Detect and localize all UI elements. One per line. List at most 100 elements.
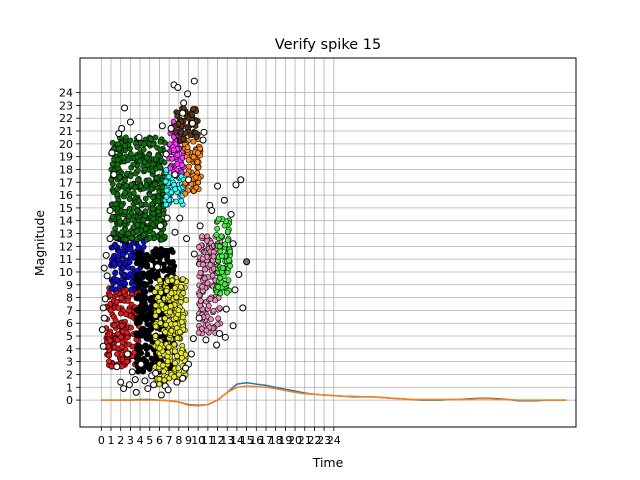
cluster-point <box>152 181 158 188</box>
cluster-point <box>180 290 187 297</box>
cluster-point <box>147 297 154 304</box>
cluster-point <box>126 307 133 314</box>
cluster-point <box>152 323 159 330</box>
cluster-point <box>190 154 197 160</box>
highlight-point <box>243 258 251 266</box>
y-tick-label: 5 <box>66 330 73 343</box>
cluster-points <box>103 105 234 388</box>
cluster-point <box>174 353 180 359</box>
cluster-point <box>160 362 166 369</box>
cluster-point <box>188 111 195 118</box>
cluster-point <box>116 174 123 181</box>
cluster-point <box>114 351 120 358</box>
cluster-point <box>156 381 163 388</box>
cluster-point <box>112 270 118 277</box>
cluster-point <box>155 308 162 315</box>
cluster-point <box>226 257 233 264</box>
cluster-point <box>127 137 134 144</box>
cluster-point <box>143 358 150 365</box>
x-tick-label: 23 <box>317 434 331 447</box>
outlier-point <box>231 286 239 294</box>
outlier-point <box>173 378 181 386</box>
cluster-point <box>178 319 185 325</box>
x-tick-label: 9 <box>185 434 192 447</box>
cluster-point <box>184 144 191 151</box>
cluster-point <box>151 289 158 295</box>
y-tick-label: 13 <box>59 228 73 241</box>
chart-title: Verify spike 15 <box>275 37 381 53</box>
cluster-point <box>122 280 129 287</box>
cluster-point <box>210 307 217 314</box>
outlier-point <box>176 214 184 222</box>
cluster-point <box>154 339 161 346</box>
cluster-point <box>124 334 131 341</box>
outlier-point <box>131 376 139 384</box>
outlier-point <box>102 251 110 259</box>
cluster-point <box>149 201 155 208</box>
outlier-point <box>99 342 107 350</box>
cluster-point <box>142 262 149 269</box>
outlier-point <box>113 363 121 371</box>
cluster-point <box>196 292 203 299</box>
x-tick-label: 5 <box>146 434 153 447</box>
cluster-point <box>134 207 141 214</box>
outlier-point <box>183 235 191 243</box>
cluster-point <box>143 182 150 189</box>
cluster-point <box>164 358 171 365</box>
outlier-point <box>121 104 129 112</box>
cluster-point <box>162 315 168 322</box>
y-tick-label: 15 <box>59 202 73 215</box>
cluster-point <box>142 342 149 349</box>
cluster-point <box>109 139 116 146</box>
cluster-point <box>195 164 202 171</box>
cluster-point <box>130 190 137 197</box>
y-tick-label: 4 <box>66 343 73 356</box>
cluster-point <box>113 298 120 305</box>
cluster-point <box>201 275 208 282</box>
cluster-point <box>205 302 212 309</box>
cluster-point <box>172 285 178 291</box>
cluster-point <box>156 277 163 284</box>
cluster-point <box>121 288 127 295</box>
x-tick-label: 3 <box>127 434 134 447</box>
cluster-point <box>227 248 233 255</box>
cluster-point <box>136 349 143 356</box>
cluster-point <box>170 267 177 274</box>
cluster-point <box>111 322 118 329</box>
y-tick-label: 20 <box>59 138 73 151</box>
cluster-point <box>110 189 117 195</box>
cluster-point <box>124 157 131 164</box>
cluster-point <box>125 213 132 220</box>
cluster-point <box>178 129 184 136</box>
cluster-point <box>175 365 182 372</box>
cluster-point <box>216 305 223 312</box>
cluster-point <box>123 182 129 189</box>
cluster-point <box>195 329 202 336</box>
cluster-point <box>150 230 157 237</box>
cluster-point <box>222 241 228 248</box>
cluster-point <box>179 354 185 361</box>
cluster-point <box>163 287 170 294</box>
cluster-point <box>146 191 153 198</box>
outlier-point <box>189 335 197 343</box>
cluster-point <box>147 278 154 285</box>
cluster-point <box>142 167 148 173</box>
cluster-point <box>141 300 148 307</box>
cluster-point <box>128 324 134 331</box>
cluster-point <box>160 368 167 375</box>
outlier-point <box>195 314 203 322</box>
cluster-point <box>142 212 149 219</box>
cluster-point <box>115 253 121 260</box>
cluster-point <box>126 196 133 203</box>
cluster-point <box>126 259 133 266</box>
cluster-point <box>169 277 175 284</box>
cluster-point <box>221 281 228 288</box>
cluster-point <box>122 236 129 243</box>
cluster-point <box>215 315 222 322</box>
y-tick-label: 7 <box>66 304 73 317</box>
cluster-point <box>130 204 137 211</box>
cluster-point <box>162 329 169 336</box>
outlier-point <box>220 196 228 204</box>
outlier-point <box>128 368 136 376</box>
